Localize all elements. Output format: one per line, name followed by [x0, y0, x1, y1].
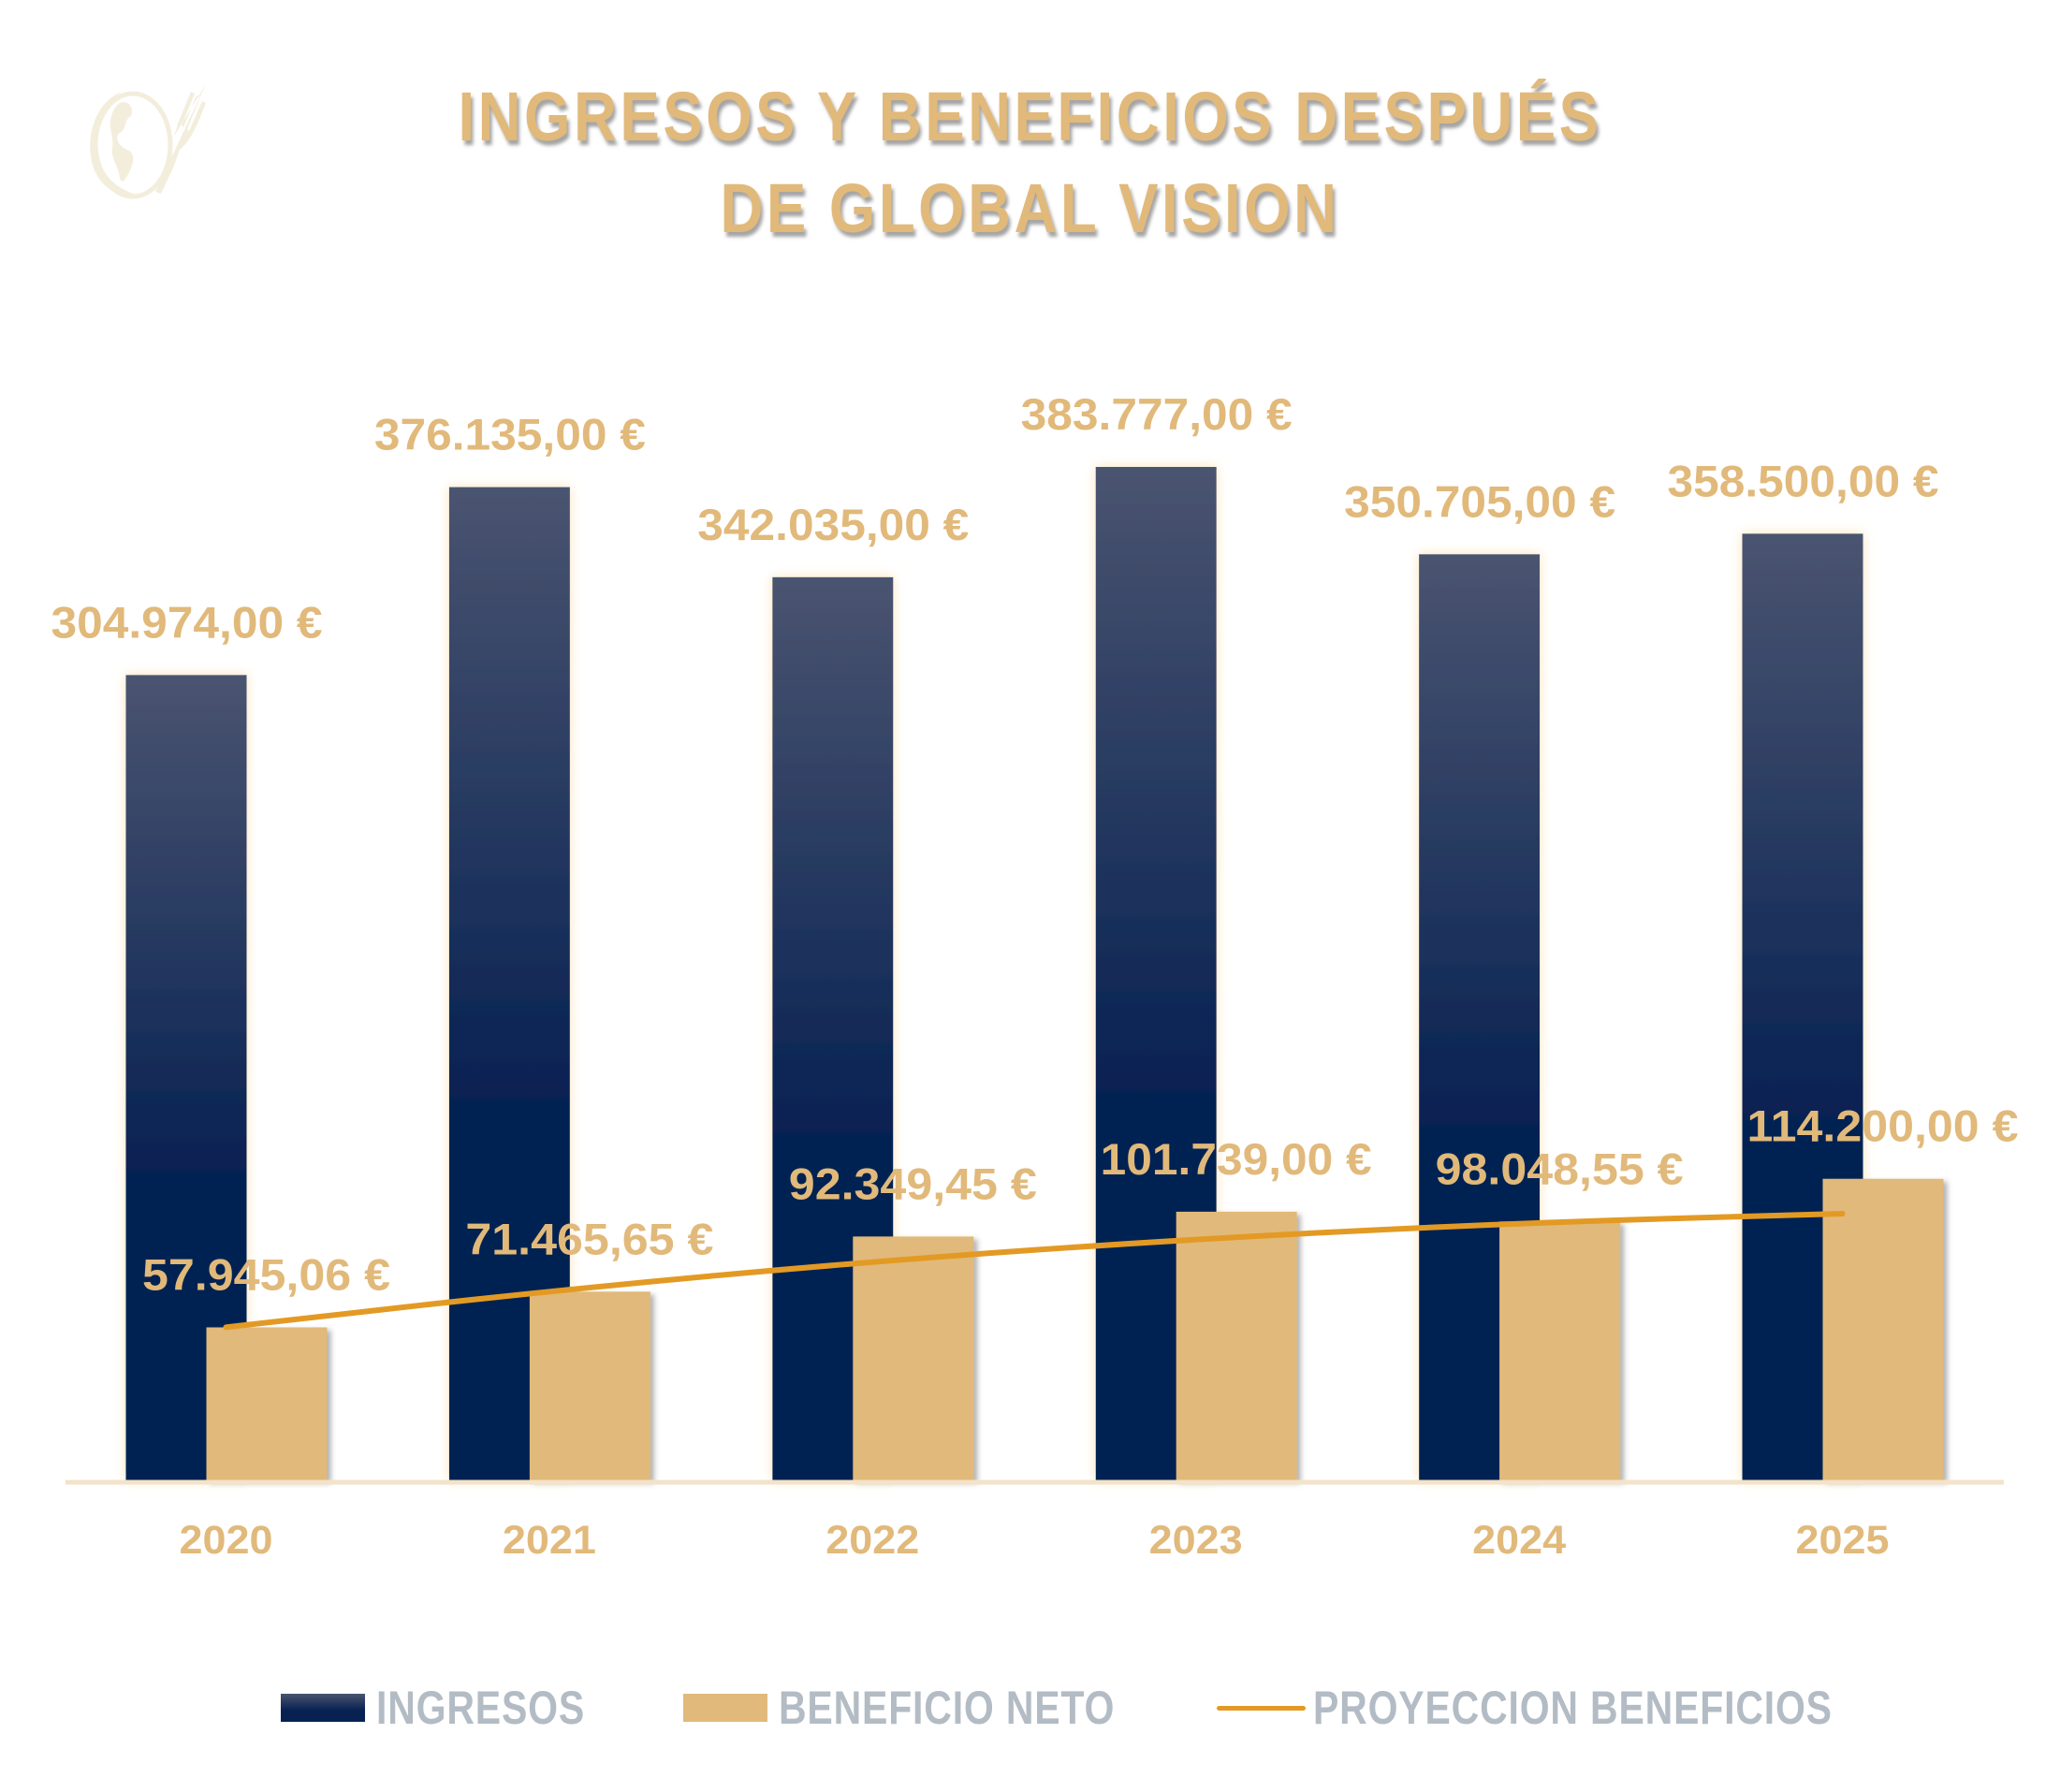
x-tick-2020: 2020 — [180, 1518, 273, 1563]
legend: INGRESOS BENEFICIO NETO PROYECCION BENEF… — [0, 1680, 2060, 1736]
chart-title-line1: INGRESOS Y BENEFICIOS DESPUÉS — [458, 78, 1602, 155]
proyeccion-trend-line — [223, 1210, 1846, 1331]
ingresos-value-labels: 304.974,00 € 376.135,00 € 342.035,00 € 383.… — [51, 389, 1939, 647]
label-ingresos-2022: 342.035,00 € — [697, 500, 969, 549]
legend-item-proyeccion[interactable]: PROYECCION BENEFICIOS — [1217, 1680, 1947, 1736]
bar-beneficio-2022 — [853, 1236, 974, 1480]
label-beneficio-2023: 101.739,00 € — [1101, 1134, 1372, 1184]
x-tick-2025: 2025 — [1796, 1518, 1890, 1563]
legend-item-ingresos[interactable]: INGRESOS — [281, 1680, 631, 1736]
label-ingresos-2020: 304.974,00 € — [51, 597, 323, 647]
bar-beneficio-2020 — [206, 1327, 328, 1480]
label-ingresos-2021: 376.135,00 € — [374, 410, 646, 459]
bar-beneficio-2024 — [1499, 1221, 1621, 1480]
bar-beneficio-2021 — [529, 1291, 650, 1480]
label-beneficio-2022: 92.349,45 € — [789, 1158, 1037, 1208]
legend-label-beneficio: BENEFICIO NETO — [779, 1682, 1116, 1734]
legend-swatch-ingresos — [281, 1694, 365, 1722]
bar-beneficio-2023 — [1176, 1211, 1297, 1480]
label-ingresos-2024: 350.705,00 € — [1344, 476, 1615, 526]
beneficio-bars — [206, 1178, 1944, 1480]
label-beneficio-2020: 57.945,06 € — [142, 1249, 390, 1299]
x-tick-2023: 2023 — [1149, 1518, 1243, 1563]
beneficio-value-labels: 57.945,06 € 71.465,65 € 92.349,45 € 101.739… — [142, 1101, 2019, 1300]
x-axis-tick-labels: 2020 2021 2022 2023 2024 2025 — [180, 1518, 1890, 1563]
legend-label-ingresos: INGRESOS — [376, 1682, 586, 1734]
x-tick-2022: 2022 — [825, 1518, 919, 1563]
label-ingresos-2023: 383.777,00 € — [1021, 389, 1293, 439]
label-beneficio-2021: 71.465,65 € — [465, 1214, 713, 1263]
bar-beneficio-2025 — [1822, 1178, 1944, 1480]
label-beneficio-2025: 114.200,00 € — [1747, 1101, 2019, 1151]
x-tick-2024: 2024 — [1472, 1518, 1566, 1563]
x-tick-2021: 2021 — [503, 1518, 596, 1563]
legend-swatch-proyeccion — [1217, 1705, 1306, 1711]
legend-item-beneficio[interactable]: BENEFICIO NETO — [683, 1680, 1189, 1736]
legend-swatch-beneficio — [683, 1694, 767, 1722]
label-ingresos-2025: 358.500,00 € — [1668, 456, 1939, 505]
chart-title-line2: DE GLOBAL VISION — [720, 169, 1340, 247]
label-beneficio-2024: 98.048,55 € — [1436, 1144, 1684, 1193]
globe-fork-icon — [90, 84, 206, 199]
legend-label-proyeccion: PROYECCION BENEFICIOS — [1313, 1682, 1833, 1734]
